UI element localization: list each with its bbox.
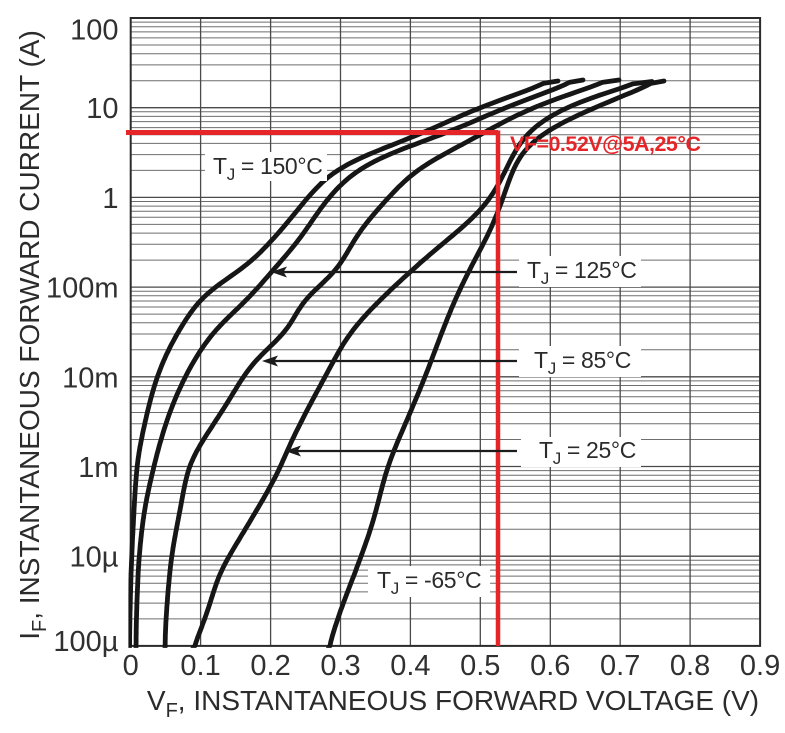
svg-text:1: 1 [102, 183, 118, 215]
svg-text:0.4: 0.4 [390, 650, 430, 682]
svg-text:0.9: 0.9 [740, 650, 780, 682]
svg-text:100µ: 100µ [53, 626, 118, 658]
svg-text:IF, INSTANTANEOUS FORWARD CURR: IF, INSTANTANEOUS FORWARD CURRENT (A) [14, 30, 51, 640]
svg-text:0.6: 0.6 [530, 650, 570, 682]
svg-text:1m: 1m [78, 452, 118, 484]
svg-text:0.7: 0.7 [600, 650, 640, 682]
svg-text:0.3: 0.3 [320, 650, 360, 682]
svg-text:10m: 10m [62, 362, 118, 394]
svg-text:TJ = 125°C: TJ = 125°C [527, 257, 636, 288]
svg-text:100m: 100m [46, 273, 119, 305]
svg-text:0.8: 0.8 [670, 650, 710, 682]
svg-text:VF, INSTANTANEOUS FORWARD VOLT: VF, INSTANTANEOUS FORWARD VOLTAGE (V) [147, 685, 759, 722]
svg-text:TJ = 25°C: TJ = 25°C [539, 437, 636, 468]
svg-text:0.1: 0.1 [180, 650, 220, 682]
svg-text:100: 100 [70, 15, 118, 47]
svg-text:10µ: 10µ [70, 542, 119, 574]
svg-text:0.5: 0.5 [460, 650, 500, 682]
svg-text:0: 0 [123, 650, 139, 682]
svg-text:TJ = 150°C: TJ = 150°C [213, 153, 322, 184]
svg-text:10: 10 [86, 93, 118, 125]
svg-text:0.2: 0.2 [250, 650, 290, 682]
svg-text:VF=0.52V@5A,25°C: VF=0.52V@5A,25°C [510, 132, 701, 156]
